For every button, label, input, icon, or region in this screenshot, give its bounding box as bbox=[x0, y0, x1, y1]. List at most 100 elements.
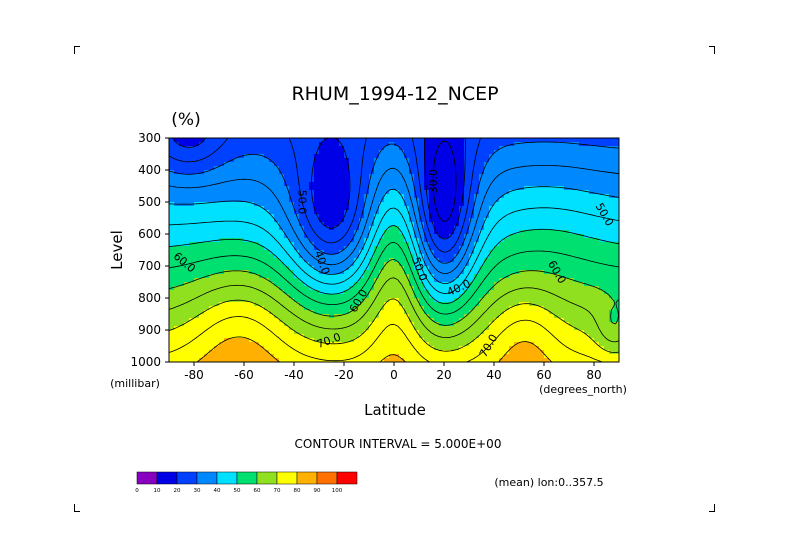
contour-cell bbox=[574, 190, 580, 195]
contour-cell bbox=[429, 174, 435, 179]
contour-cell bbox=[274, 170, 280, 175]
contour-cell bbox=[484, 210, 490, 215]
contour-cell bbox=[434, 214, 440, 219]
contour-cell bbox=[464, 310, 470, 315]
contour-cell bbox=[189, 154, 195, 159]
contour-cell bbox=[449, 238, 455, 243]
contour-cell bbox=[239, 146, 245, 151]
contour-cell bbox=[564, 354, 570, 359]
contour-cell bbox=[194, 290, 200, 295]
contour-cell bbox=[299, 138, 305, 143]
contour-cell bbox=[464, 186, 470, 191]
contour-cell bbox=[219, 238, 225, 243]
contour-cell bbox=[234, 182, 240, 187]
contour-cell bbox=[169, 342, 175, 347]
contour-cell bbox=[174, 254, 180, 259]
contour-cell bbox=[304, 186, 310, 191]
contour-cell bbox=[364, 202, 370, 207]
contour-cell bbox=[579, 354, 585, 359]
contour-cell bbox=[564, 334, 570, 339]
contour-cell bbox=[584, 186, 590, 191]
contour-cell bbox=[349, 206, 355, 211]
contour-cell bbox=[249, 342, 255, 347]
contour-cell bbox=[489, 278, 495, 283]
contour-cell bbox=[284, 230, 290, 235]
contour-cell bbox=[169, 238, 175, 243]
contour-cell bbox=[429, 138, 435, 143]
contour-cell bbox=[169, 158, 175, 163]
contour-cell bbox=[519, 354, 525, 359]
contour-cell bbox=[234, 234, 240, 239]
contour-cell bbox=[184, 282, 190, 287]
contour-cell bbox=[254, 334, 260, 339]
contour-cell bbox=[344, 330, 350, 335]
contour-cell bbox=[599, 142, 605, 147]
contour-cell bbox=[509, 326, 515, 331]
contour-cell bbox=[184, 186, 190, 191]
contour-cell bbox=[484, 158, 490, 163]
contour-cell bbox=[574, 346, 580, 351]
contour-cell bbox=[334, 182, 340, 187]
contour-cell bbox=[349, 258, 355, 263]
contour-cell bbox=[454, 318, 460, 323]
contour-cell bbox=[514, 350, 520, 355]
contour-cell bbox=[579, 222, 585, 227]
contour-cell bbox=[404, 166, 410, 171]
contour-cell bbox=[584, 190, 590, 195]
contour-cell bbox=[454, 174, 460, 179]
contour-cell bbox=[234, 334, 240, 339]
contour-cell bbox=[514, 354, 520, 359]
contour-cell bbox=[369, 266, 375, 271]
contour-cell bbox=[499, 282, 505, 287]
contour-cell bbox=[174, 306, 180, 311]
contour-cell bbox=[524, 174, 530, 179]
contour-cell bbox=[294, 150, 300, 155]
contour-cell bbox=[589, 222, 595, 227]
contour-cell bbox=[174, 234, 180, 239]
contour-cell bbox=[384, 294, 390, 299]
contour-cell bbox=[499, 250, 505, 255]
contour-cell bbox=[364, 150, 370, 155]
contour-cell bbox=[409, 330, 415, 335]
contour-cell bbox=[184, 246, 190, 251]
contour-cell bbox=[199, 254, 205, 259]
contour-cell bbox=[379, 170, 385, 175]
contour-cell bbox=[514, 226, 520, 231]
contour-cell bbox=[314, 338, 320, 343]
contour-cell bbox=[249, 182, 255, 187]
contour-cell bbox=[389, 262, 395, 267]
contour-cell bbox=[254, 138, 260, 143]
contour-cell bbox=[239, 186, 245, 191]
contour-cell bbox=[229, 262, 235, 267]
contour-cell bbox=[484, 206, 490, 211]
contour-cell bbox=[514, 218, 520, 223]
contour-cell bbox=[504, 262, 510, 267]
contour-cell bbox=[484, 330, 490, 335]
contour-cell bbox=[424, 218, 430, 223]
contour-cell bbox=[539, 178, 545, 183]
contour-cell bbox=[324, 254, 330, 259]
contour-cell bbox=[224, 302, 230, 307]
contour-cell bbox=[519, 150, 525, 155]
contour-cell bbox=[384, 302, 390, 307]
contour-cell bbox=[254, 322, 260, 327]
contour-cell bbox=[594, 178, 600, 183]
contour-cell bbox=[554, 286, 560, 291]
contour-cell bbox=[469, 310, 475, 315]
contour-cell bbox=[489, 154, 495, 159]
contour-cell bbox=[424, 150, 430, 155]
contour-cell bbox=[609, 170, 615, 175]
contour-cell bbox=[199, 342, 205, 347]
contour-cell bbox=[344, 270, 350, 275]
contour-cell bbox=[509, 166, 515, 171]
contour-cell bbox=[199, 322, 205, 327]
contour-cell bbox=[429, 146, 435, 151]
contour-cell bbox=[529, 338, 535, 343]
contour-cell bbox=[409, 186, 415, 191]
contour-cell bbox=[439, 242, 445, 247]
contour-cell bbox=[169, 262, 175, 267]
contour-cell bbox=[169, 214, 175, 219]
contour-cell bbox=[434, 258, 440, 263]
contour-cell bbox=[209, 150, 215, 155]
contour-cell bbox=[599, 322, 605, 327]
